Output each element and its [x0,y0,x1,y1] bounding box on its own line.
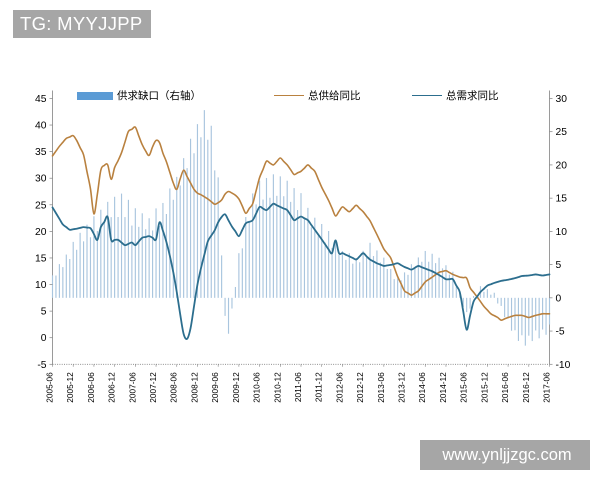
svg-text:35: 35 [35,147,47,158]
svg-text:45: 45 [35,94,47,105]
svg-text:2014-12: 2014-12 [438,372,448,403]
svg-text:2010-12: 2010-12 [272,372,282,403]
svg-text:2009-06: 2009-06 [210,372,220,403]
svg-text:15: 15 [556,194,568,205]
svg-text:2008-06: 2008-06 [169,372,179,403]
svg-text:2012-06: 2012-06 [334,372,344,403]
svg-text:20: 20 [556,160,568,171]
svg-text:2014-06: 2014-06 [417,372,427,403]
svg-text:2007-12: 2007-12 [148,372,158,403]
svg-text:0: 0 [41,333,47,344]
svg-text:5: 5 [41,307,47,318]
svg-text:5: 5 [556,260,562,271]
svg-text:25: 25 [35,200,47,211]
svg-text:2013-12: 2013-12 [397,372,407,403]
svg-text:2013-06: 2013-06 [376,372,386,403]
svg-text:2015-06: 2015-06 [459,372,469,403]
svg-text:2010-06: 2010-06 [252,372,262,403]
svg-text:30: 30 [556,94,568,105]
svg-text:2005-06: 2005-06 [45,372,55,403]
svg-text:2011-06: 2011-06 [293,372,303,402]
svg-text:2012-12: 2012-12 [355,372,365,403]
svg-text:2016-06: 2016-06 [500,372,510,403]
svg-text:2007-06: 2007-06 [127,372,137,403]
svg-text:-5: -5 [37,360,46,371]
svg-text:10: 10 [35,280,47,291]
svg-text:2006-06: 2006-06 [86,372,96,403]
svg-text:40: 40 [35,121,47,132]
svg-text:0: 0 [556,293,562,304]
svg-text:30: 30 [35,174,47,185]
svg-text:20: 20 [35,227,47,238]
svg-text:2005-12: 2005-12 [65,372,75,403]
svg-text:2015-12: 2015-12 [479,372,489,403]
svg-text:2011-12: 2011-12 [314,372,324,402]
svg-text:25: 25 [556,127,568,138]
svg-text:2008-12: 2008-12 [189,372,199,403]
svg-text:2009-12: 2009-12 [231,372,241,403]
svg-text:-5: -5 [556,327,565,338]
svg-text:2006-12: 2006-12 [107,372,117,403]
svg-text:15: 15 [35,253,47,264]
svg-text:2016-12: 2016-12 [521,372,531,403]
svg-text:2017-06: 2017-06 [542,372,552,403]
svg-text:-10: -10 [556,360,571,371]
svg-text:10: 10 [556,227,568,238]
